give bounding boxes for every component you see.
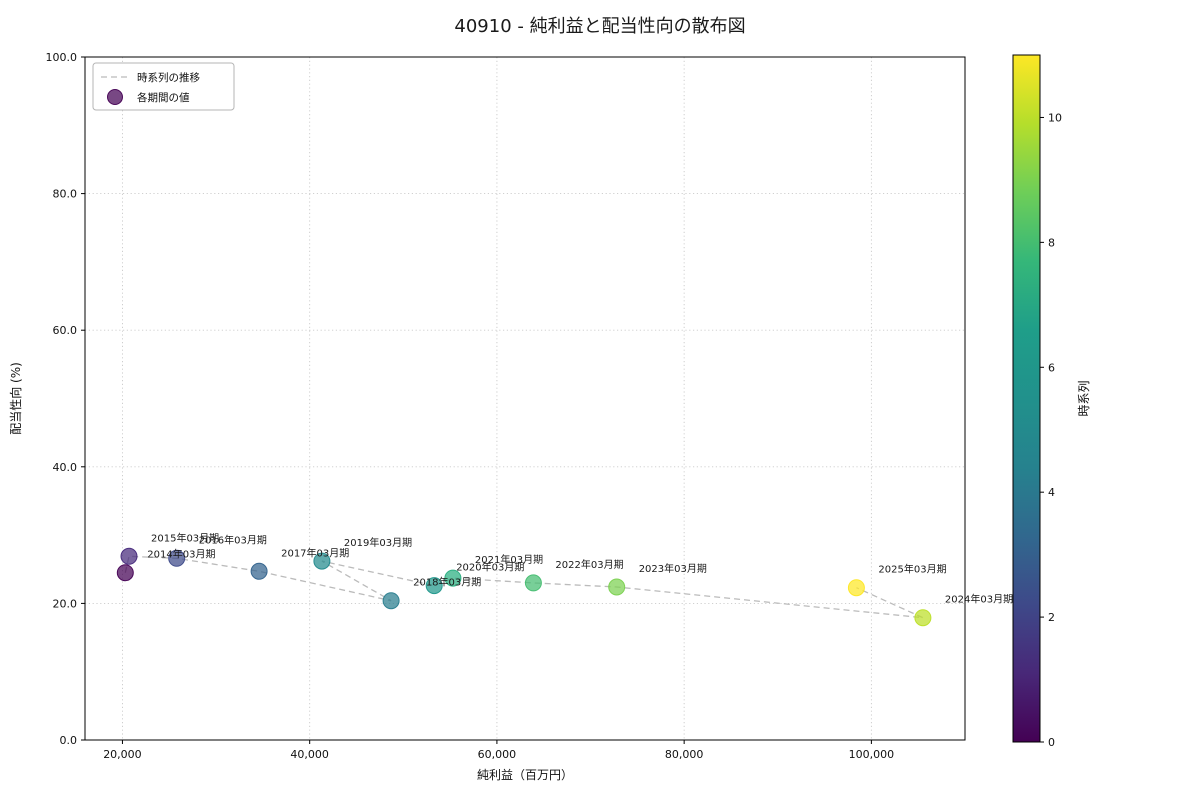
point-label: 2023年03月期 bbox=[639, 562, 707, 575]
colorbar-tick-label: 2 bbox=[1048, 611, 1055, 624]
data-point bbox=[524, 574, 542, 592]
y-tick-label: 80.0 bbox=[53, 188, 78, 201]
x-tick-label: 40,000 bbox=[290, 748, 329, 761]
data-point bbox=[313, 552, 331, 570]
colorbar-tick-label: 8 bbox=[1048, 236, 1055, 249]
colorbar-label: 時系列 bbox=[1077, 380, 1091, 416]
point-label: 2016年03月期 bbox=[199, 533, 267, 546]
data-point bbox=[382, 592, 400, 610]
point-label: 2025年03月期 bbox=[878, 563, 946, 576]
y-tick-label: 40.0 bbox=[53, 461, 78, 474]
point-label: 2015年03月期 bbox=[151, 531, 219, 544]
point-label: 2021年03月期 bbox=[475, 553, 543, 566]
y-tick-label: 60.0 bbox=[53, 324, 78, 337]
colorbar-tick-label: 4 bbox=[1048, 486, 1055, 499]
colorbar-tick-label: 6 bbox=[1048, 361, 1055, 374]
x-axis-label: 純利益（百万円） bbox=[477, 768, 573, 782]
point-label: 2014年03月期 bbox=[147, 548, 215, 561]
data-point bbox=[444, 569, 462, 587]
y-axis-label: 配当性向 (%) bbox=[8, 362, 23, 435]
y-tick-label: 0.0 bbox=[60, 734, 78, 747]
data-point bbox=[914, 609, 932, 627]
data-point bbox=[116, 564, 134, 582]
x-tick-label: 100,000 bbox=[849, 748, 895, 761]
chart-title: 40910 - 純利益と配当性向の散布図 bbox=[454, 16, 746, 37]
data-point bbox=[120, 547, 138, 565]
plot-border bbox=[84, 56, 966, 741]
data-point bbox=[608, 578, 626, 596]
point-label: 2022年03月期 bbox=[555, 558, 623, 571]
point-label: 2019年03月期 bbox=[344, 536, 412, 549]
colorbar-tick-label: 10 bbox=[1048, 111, 1062, 124]
point-label: 2024年03月期 bbox=[945, 593, 1013, 606]
y-tick-label: 20.0 bbox=[53, 597, 78, 610]
colorbar-tick-label: 0 bbox=[1048, 736, 1055, 749]
point-label: 2020年03月期 bbox=[456, 561, 524, 574]
data-point bbox=[425, 577, 443, 595]
legend-item-marker-label: 各期間の値 bbox=[137, 91, 190, 104]
x-tick-label: 20,000 bbox=[103, 748, 142, 761]
x-tick-label: 60,000 bbox=[478, 748, 517, 761]
data-point bbox=[168, 549, 186, 567]
time-series-line bbox=[124, 555, 924, 619]
point-label: 2018年03月期 bbox=[413, 576, 481, 589]
legend-item-line-label: 時系列の推移 bbox=[137, 71, 200, 84]
colorbar bbox=[1012, 54, 1041, 743]
legend-box bbox=[92, 62, 235, 111]
y-tick-label: 100.0 bbox=[46, 51, 78, 64]
x-tick-label: 80,000 bbox=[665, 748, 704, 761]
data-point bbox=[250, 562, 268, 580]
legend-dot-sample bbox=[107, 89, 123, 105]
data-point bbox=[847, 579, 865, 597]
point-label: 2017年03月期 bbox=[281, 546, 349, 559]
